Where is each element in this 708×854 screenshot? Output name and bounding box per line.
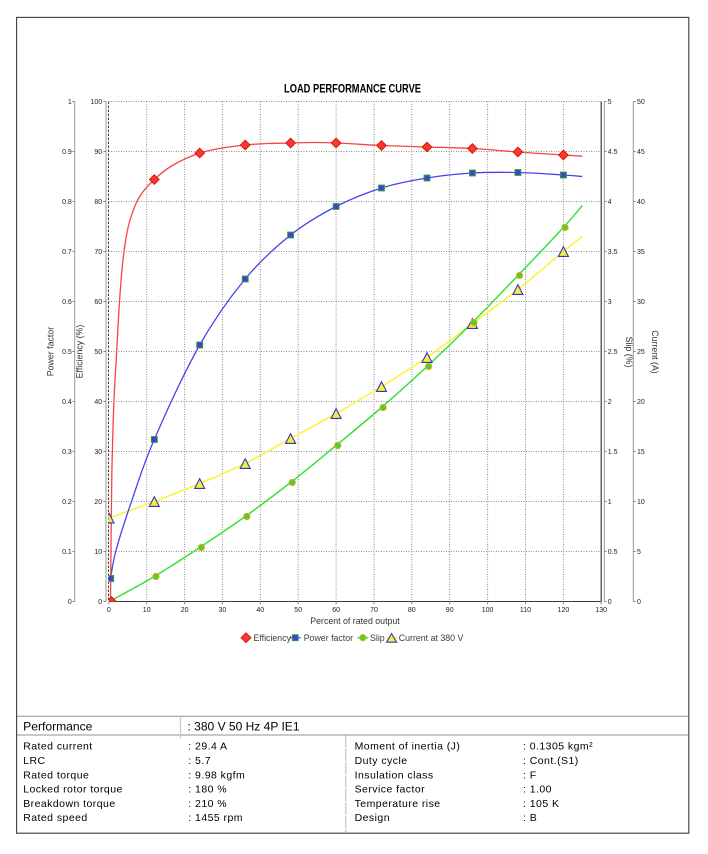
svg-text:Power factor: Power factor — [46, 327, 56, 376]
svg-text:70: 70 — [94, 249, 102, 256]
svg-text:3: 3 — [608, 299, 612, 306]
svg-text:Slip (%): Slip (%) — [624, 337, 634, 368]
svg-text:1: 1 — [608, 499, 612, 506]
svg-text:80: 80 — [408, 607, 416, 614]
svg-text:40: 40 — [637, 199, 645, 206]
svg-text:2: 2 — [608, 399, 612, 406]
svg-text:5: 5 — [637, 549, 641, 556]
svg-text:: 0.1305 kgm²: : 0.1305 kgm² — [523, 741, 593, 753]
svg-text:Performance: Performance — [23, 720, 92, 733]
svg-text:: 5.7: : 5.7 — [188, 755, 211, 767]
svg-text:0.1: 0.1 — [62, 549, 72, 556]
svg-text:Duty cycle: Duty cycle — [355, 755, 408, 767]
svg-text:1: 1 — [68, 99, 72, 106]
svg-text:50: 50 — [294, 607, 302, 614]
svg-text:50: 50 — [94, 349, 102, 356]
svg-text:20: 20 — [181, 607, 189, 614]
svg-text:: F: : F — [523, 769, 537, 781]
svg-text:Efficiency: Efficiency — [254, 633, 292, 643]
svg-text:0.3: 0.3 — [62, 449, 72, 456]
svg-text:Current at 380 V: Current at 380 V — [399, 633, 464, 643]
svg-text:Temperature rise: Temperature rise — [355, 798, 441, 810]
svg-text:LRC: LRC — [23, 755, 45, 767]
svg-text:20: 20 — [94, 499, 102, 506]
svg-text:: 180 %: : 180 % — [188, 784, 227, 796]
svg-text:: 380 V 50 Hz 4P IE1: : 380 V 50 Hz 4P IE1 — [188, 720, 300, 733]
svg-text:25: 25 — [637, 349, 645, 356]
svg-text:110: 110 — [520, 607, 531, 614]
svg-text:40: 40 — [94, 399, 102, 406]
svg-text:LOAD PERFORMANCE CURVE: LOAD PERFORMANCE CURVE — [284, 84, 421, 96]
svg-text:0.6: 0.6 — [62, 299, 72, 306]
svg-text:: B: : B — [523, 812, 537, 824]
svg-text:0.4: 0.4 — [62, 399, 72, 406]
svg-text:90: 90 — [446, 607, 454, 614]
svg-text:0: 0 — [68, 599, 72, 606]
svg-text:0: 0 — [107, 607, 111, 614]
svg-text:: 1.00: : 1.00 — [523, 784, 552, 796]
svg-text:40: 40 — [256, 607, 264, 614]
svg-text:35: 35 — [637, 249, 645, 256]
svg-text:Insulation class: Insulation class — [355, 769, 434, 781]
svg-text:0.9: 0.9 — [62, 149, 72, 156]
svg-text:: 1455 rpm: : 1455 rpm — [188, 812, 243, 824]
svg-text:0.5: 0.5 — [62, 349, 72, 356]
svg-text:Rated speed: Rated speed — [23, 812, 88, 824]
svg-text:10: 10 — [637, 499, 645, 506]
svg-text:20: 20 — [637, 399, 645, 406]
svg-text:10: 10 — [143, 607, 151, 614]
svg-text:Percent of rated output: Percent of rated output — [310, 616, 400, 626]
svg-text:60: 60 — [94, 299, 102, 306]
svg-text:Locked rotor torque: Locked rotor torque — [23, 784, 123, 796]
svg-text:Service factor: Service factor — [355, 784, 426, 796]
svg-text:0: 0 — [98, 599, 102, 606]
svg-text:2.5: 2.5 — [608, 349, 618, 356]
svg-text:50: 50 — [637, 99, 645, 106]
svg-text:60: 60 — [332, 607, 340, 614]
svg-text:Breakdown torque: Breakdown torque — [23, 798, 115, 810]
svg-text:Rated torque: Rated torque — [23, 769, 89, 781]
svg-text:0.5: 0.5 — [608, 549, 618, 556]
svg-text:Current (A): Current (A) — [650, 330, 660, 374]
svg-text:100: 100 — [482, 607, 494, 614]
svg-text:: 29.4 A: : 29.4 A — [188, 741, 227, 753]
svg-text:70: 70 — [370, 607, 378, 614]
svg-text:0.2: 0.2 — [62, 499, 72, 506]
svg-text:30: 30 — [219, 607, 227, 614]
svg-text:10: 10 — [94, 549, 102, 556]
svg-text:Power factor: Power factor — [304, 633, 353, 643]
svg-text:0.7: 0.7 — [62, 249, 72, 256]
svg-text:5: 5 — [608, 99, 612, 106]
svg-text:Moment of inertia (J): Moment of inertia (J) — [355, 741, 461, 753]
svg-text:30: 30 — [637, 299, 645, 306]
svg-text:100: 100 — [91, 99, 103, 106]
svg-text:45: 45 — [637, 149, 645, 156]
svg-text:4.5: 4.5 — [608, 149, 618, 156]
svg-text:Slip: Slip — [370, 633, 385, 643]
svg-text:120: 120 — [558, 607, 570, 614]
svg-text:Rated current: Rated current — [23, 741, 92, 753]
svg-text:30: 30 — [94, 449, 102, 456]
svg-text:: 210 %: : 210 % — [188, 798, 227, 810]
svg-text:Design: Design — [355, 812, 390, 824]
svg-text:0.8: 0.8 — [62, 199, 72, 206]
svg-text:4: 4 — [608, 199, 612, 206]
svg-text:1.5: 1.5 — [608, 449, 618, 456]
svg-text:15: 15 — [637, 449, 645, 456]
svg-text:90: 90 — [94, 149, 102, 156]
svg-text:: Cont.(S1): : Cont.(S1) — [523, 755, 579, 767]
svg-text:: 9.98 kgfm: : 9.98 kgfm — [188, 769, 245, 781]
svg-text:130: 130 — [595, 607, 607, 614]
svg-text:3.5: 3.5 — [608, 249, 618, 256]
svg-text:80: 80 — [94, 199, 102, 206]
svg-text:0: 0 — [608, 599, 612, 606]
svg-text:: 105 K: : 105 K — [523, 798, 559, 810]
svg-text:Efficiency (%): Efficiency (%) — [75, 325, 85, 379]
svg-text:0: 0 — [637, 599, 641, 606]
